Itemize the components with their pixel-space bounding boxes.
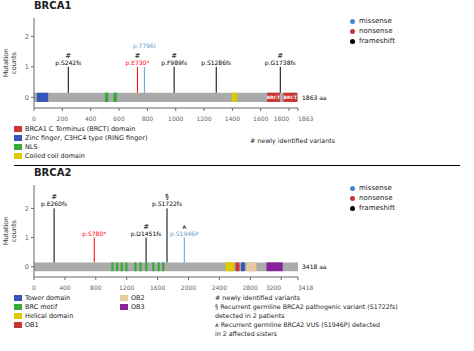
- svg-text:p.S1722fs: p.S1722fs: [152, 200, 182, 208]
- svg-text:p.F989fs: p.F989fs: [161, 59, 187, 67]
- svg-text:0: 0: [25, 94, 29, 102]
- svg-text:1: 1: [25, 234, 29, 242]
- svg-text:3418: 3418: [298, 284, 313, 291]
- svg-text:2800: 2800: [243, 284, 258, 291]
- html-text:§ Recurrent germline BRCA2 pat: § Recurrent germline BRCA2 pathogenic va…: [215, 303, 398, 310]
- svg-text:p.D1451fs: p.D1451fs: [131, 230, 162, 238]
- svg-text:800: 800: [142, 115, 154, 122]
- svg-text:3418 aa: 3418 aa: [302, 263, 327, 270]
- html-text:frameshift: frameshift: [359, 204, 395, 212]
- html-text:BRCA1 C Terminus (BRCT) domain: BRCA1 C Terminus (BRCT) domain: [25, 124, 136, 133]
- svg-text:Mutationcounts: Mutationcounts: [8, 217, 18, 246]
- html-text:Tower domain: Tower domain: [25, 293, 71, 302]
- svg-text:0: 0: [32, 115, 36, 122]
- html-text:BRCA2: BRCA2: [34, 167, 72, 178]
- html-text:nonsense: nonsense: [359, 194, 393, 202]
- svg-text:p.G1738fs: p.G1738fs: [265, 59, 296, 67]
- svg-text:1800: 1800: [274, 115, 289, 122]
- svg-text:1200: 1200: [196, 115, 211, 122]
- svg-text:1000: 1000: [168, 115, 183, 122]
- svg-text:0: 0: [32, 284, 36, 291]
- svg-text:400: 400: [85, 115, 97, 122]
- svg-text:BRCT: BRCT: [283, 95, 297, 100]
- svg-text:1600: 1600: [150, 284, 165, 291]
- svg-text:1863: 1863: [298, 115, 313, 122]
- html-text:frameshift: frameshift: [359, 37, 395, 45]
- svg-text:ᴀ: ᴀ: [182, 223, 186, 231]
- svg-text:200: 200: [57, 115, 69, 122]
- svg-text:400: 400: [59, 284, 71, 291]
- html-text:ᴀ Recurrent germline BRCA2 VUS: ᴀ Recurrent germline BRCA2 VUS (S1946P) …: [215, 321, 380, 328]
- svg-text:p.T796I: p.T796I: [133, 42, 156, 50]
- svg-text:p.E730*: p.E730*: [125, 59, 149, 67]
- html-text:OB1: OB1: [25, 320, 39, 329]
- svg-text:1200: 1200: [119, 284, 134, 291]
- svg-text:800: 800: [90, 284, 102, 291]
- html-text:missense: missense: [359, 17, 392, 25]
- html-text:# newly identified variants: # newly identified variants: [250, 137, 335, 144]
- svg-text:#: #: [135, 52, 141, 60]
- html-text:Coiled coil domain: Coiled coil domain: [25, 151, 85, 160]
- svg-text:1400: 1400: [225, 115, 240, 122]
- html-text:NLS: NLS: [25, 142, 38, 151]
- html-text:OB2: OB2: [131, 293, 145, 302]
- svg-text:p.S242fs: p.S242fs: [55, 59, 81, 67]
- svg-text:p.E260fs: p.E260fs: [41, 200, 67, 208]
- html-text:Zinc finger, C3HC4 type (RING: Zinc finger, C3HC4 type (RING finger): [25, 133, 148, 142]
- svg-text:600: 600: [113, 115, 125, 122]
- html-text:detected in 2 patients: detected in 2 patients: [215, 312, 285, 319]
- svg-text:p.S1286fs: p.S1286fs: [201, 59, 231, 67]
- svg-text:§: §: [165, 193, 169, 201]
- html-text:# newly identified variants: # newly identified variants: [215, 294, 300, 301]
- svg-text:#: #: [51, 193, 57, 201]
- html-text:missense: missense: [359, 184, 392, 192]
- svg-text:BRCT: BRCT: [267, 95, 281, 100]
- svg-text:1: 1: [25, 63, 29, 71]
- svg-text:2000: 2000: [181, 284, 196, 291]
- svg-text:1600: 1600: [253, 115, 268, 122]
- svg-text:p.S780*: p.S780*: [82, 230, 106, 238]
- svg-text:0: 0: [25, 263, 29, 271]
- svg-text:2: 2: [25, 205, 29, 213]
- html-text:nonsense: nonsense: [359, 27, 393, 35]
- html-text:OB3: OB3: [131, 302, 145, 311]
- html-text:Helical domain: Helical domain: [25, 311, 74, 320]
- svg-text:#: #: [171, 52, 177, 60]
- svg-text:#: #: [277, 52, 283, 60]
- svg-text:1863 aa: 1863 aa: [302, 94, 327, 101]
- svg-text:#: #: [143, 223, 149, 231]
- html-text:BRC motif: BRC motif: [25, 302, 58, 311]
- svg-text:p.S1946P: p.S1946P: [170, 230, 199, 238]
- svg-text:2400: 2400: [212, 284, 227, 291]
- svg-text:#: #: [65, 52, 71, 60]
- svg-text:Mutationcounts: Mutationcounts: [8, 49, 18, 78]
- svg-text:3200: 3200: [266, 284, 281, 291]
- html-text:BRCA1: BRCA1: [34, 0, 72, 11]
- svg-text:2: 2: [25, 33, 29, 41]
- html-text:in 2 affected sisters: in 2 affected sisters: [215, 330, 278, 337]
